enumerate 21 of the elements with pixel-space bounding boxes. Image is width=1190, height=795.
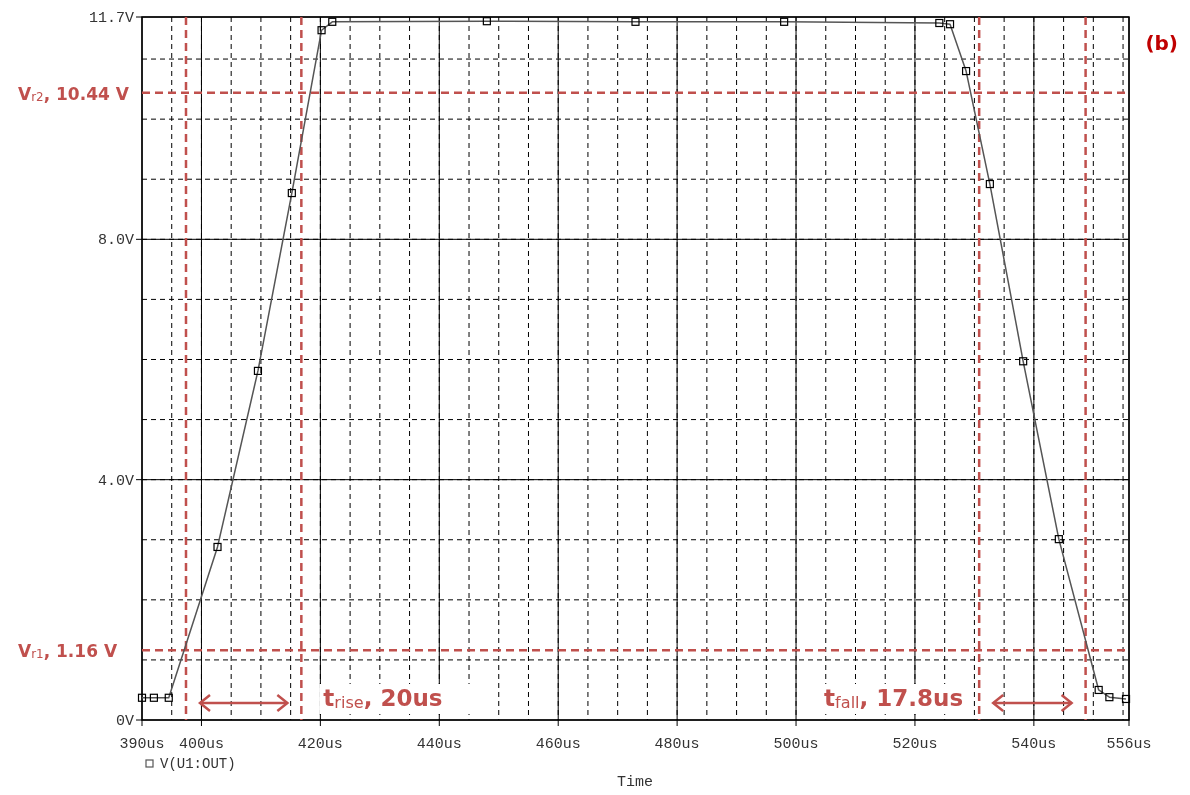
x-tick-label: 500us — [773, 736, 819, 753]
x-tick-label: 390us — [119, 736, 165, 753]
x-axis-title: Time — [616, 774, 654, 791]
x-tick-label: 520us — [892, 736, 938, 753]
y-tick-label: 11.7V — [88, 10, 134, 27]
y-tick-label: 8.0V — [97, 232, 134, 250]
x-tick-label: 540us — [1011, 736, 1057, 753]
text: (b) — [1145, 31, 1178, 55]
x-tick-label: 420us — [297, 736, 343, 753]
x-tick-label: 460us — [535, 736, 581, 753]
x-tick-label: 480us — [654, 736, 700, 753]
y-tick-label: 4.0V — [97, 472, 134, 490]
ref-line-label: V$_{r1}$, 1.16 V — [18, 641, 118, 662]
y-tick-label: 0V — [115, 713, 134, 730]
x-tick-label: 556us — [1106, 736, 1152, 753]
legend-label: V(U1:OUT) — [160, 756, 236, 772]
x-tick-label: 400us — [178, 736, 224, 753]
annotation: t$_{rise}$, 20us — [323, 685, 443, 712]
annotation: t$_{fall}$, 17.8us — [824, 685, 964, 712]
ref-line-label: V$_{r2}$, 10.44 V — [18, 83, 130, 104]
x-tick-label: 440us — [416, 736, 462, 753]
